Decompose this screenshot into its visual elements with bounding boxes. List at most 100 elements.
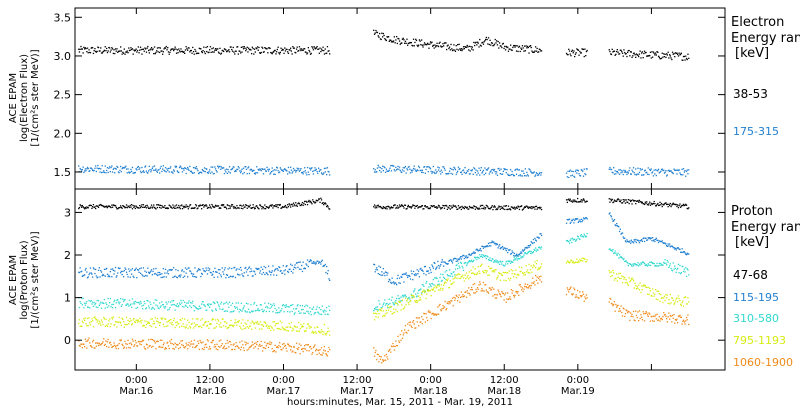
data-point	[524, 272, 526, 274]
data-point	[178, 50, 181, 52]
data-point	[152, 323, 154, 325]
data-point	[131, 338, 134, 340]
data-point	[395, 309, 397, 311]
data-point	[651, 239, 653, 242]
data-point	[449, 302, 451, 304]
data-point	[682, 203, 685, 205]
data-point	[655, 54, 657, 56]
data-point	[239, 170, 241, 172]
data-point	[306, 349, 308, 352]
data-point	[407, 302, 409, 304]
data-point	[430, 205, 432, 207]
data-point	[229, 172, 231, 174]
data-point	[136, 321, 139, 323]
data-point	[300, 168, 302, 170]
data-point	[223, 167, 225, 169]
data-point	[115, 50, 117, 52]
data-point	[490, 42, 493, 44]
data-point	[167, 47, 169, 49]
data-point	[507, 251, 509, 254]
data-point	[132, 53, 134, 55]
data-point	[265, 208, 267, 210]
data-point	[254, 51, 256, 53]
data-point	[618, 257, 620, 259]
data-point	[97, 306, 99, 309]
data-point	[174, 342, 176, 344]
data-point	[268, 47, 270, 49]
data-point	[446, 302, 448, 304]
data-point	[574, 238, 576, 240]
data-point	[123, 300, 125, 303]
data-point	[613, 167, 615, 169]
data-point	[100, 343, 103, 345]
data-point	[461, 265, 463, 267]
data-point	[432, 283, 434, 285]
data-point	[527, 251, 529, 253]
data-point	[668, 299, 670, 301]
data-point	[201, 342, 203, 344]
data-point	[281, 322, 283, 324]
data-point	[462, 267, 464, 269]
data-point	[134, 171, 136, 174]
data-point	[256, 309, 259, 311]
data-point	[315, 332, 317, 334]
data-point	[641, 319, 643, 321]
data-point	[141, 340, 143, 343]
data-point	[223, 310, 226, 312]
data-point	[246, 311, 248, 313]
data-point	[206, 273, 209, 275]
data-point	[432, 313, 434, 315]
data-point	[156, 340, 159, 342]
data-point	[485, 284, 487, 286]
data-point	[496, 297, 498, 299]
data-point	[295, 352, 297, 354]
data-point	[96, 342, 98, 344]
data-point	[237, 168, 239, 171]
data-point	[538, 247, 540, 249]
data-point	[229, 324, 231, 326]
data-point	[192, 346, 194, 348]
data-point	[610, 168, 613, 171]
data-point	[685, 175, 687, 177]
data-point	[575, 261, 577, 263]
data-point	[93, 206, 95, 209]
data-point	[174, 326, 176, 329]
data-point	[681, 59, 683, 61]
data-point	[101, 321, 103, 323]
data-point	[637, 311, 639, 313]
data-point	[111, 204, 113, 206]
data-point	[114, 299, 116, 301]
data-point	[310, 260, 312, 262]
data-point	[522, 272, 524, 274]
data-point	[536, 47, 538, 50]
data-point	[108, 205, 110, 207]
data-point	[651, 172, 653, 174]
data-point	[514, 46, 516, 48]
data-point	[526, 205, 528, 207]
data-point	[510, 174, 512, 176]
data-point	[245, 302, 248, 304]
data-point	[682, 174, 684, 176]
data-point	[283, 52, 285, 54]
data-point	[425, 44, 427, 46]
data-point	[460, 277, 462, 279]
data-point	[248, 327, 250, 329]
data-point	[225, 277, 227, 279]
data-point	[114, 172, 116, 174]
data-point	[501, 246, 504, 248]
data-point	[487, 37, 490, 39]
data-point	[527, 46, 529, 49]
data-point	[577, 49, 579, 51]
data-point	[608, 270, 610, 272]
data-point	[175, 48, 177, 50]
data-point	[216, 205, 218, 207]
data-point	[583, 300, 585, 302]
data-point	[477, 288, 479, 290]
data-point	[276, 346, 278, 348]
data-point	[304, 203, 306, 206]
data-point	[172, 304, 174, 306]
data-point	[408, 274, 410, 277]
data-point	[586, 297, 588, 299]
data-point	[97, 323, 100, 325]
